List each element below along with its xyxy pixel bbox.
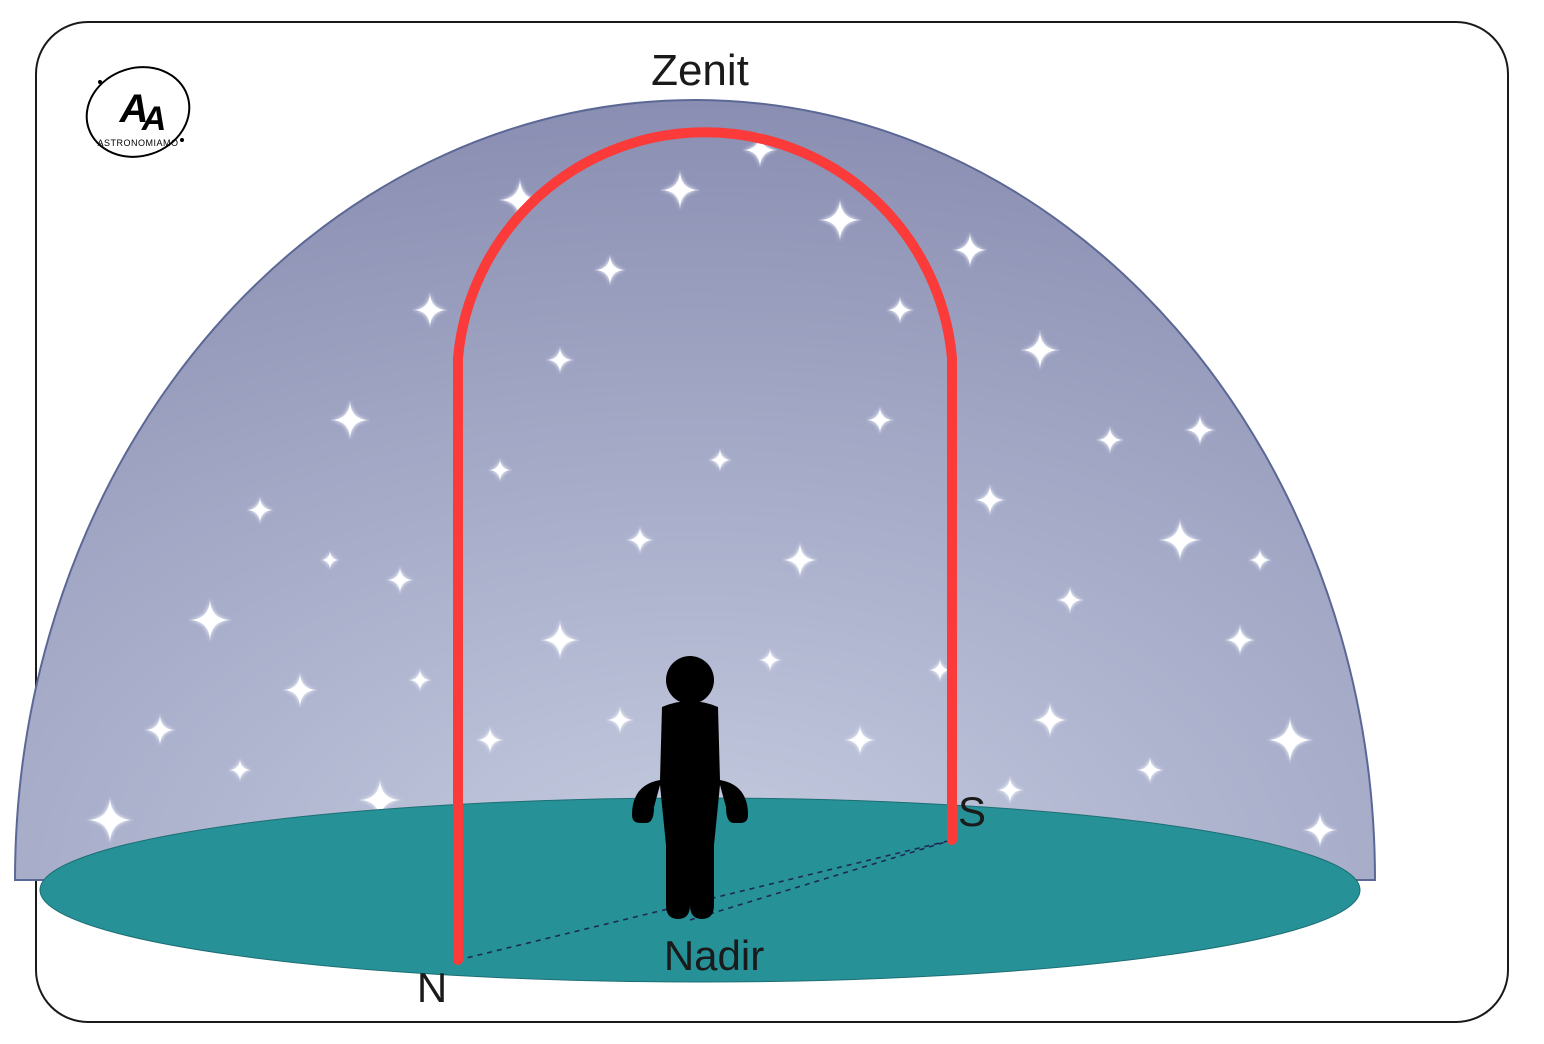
zenith-label: Zenit (651, 46, 749, 95)
north-label: N (417, 964, 447, 1011)
celestial-sphere-diagram: Zenit Nadir N S A A ASTRONOMIAMO (0, 0, 1544, 1044)
logo-mark: A (141, 100, 167, 138)
south-label: S (958, 788, 986, 835)
nadir-label: Nadir (664, 932, 764, 979)
logo-label: ASTRONOMIAMO (97, 138, 178, 148)
